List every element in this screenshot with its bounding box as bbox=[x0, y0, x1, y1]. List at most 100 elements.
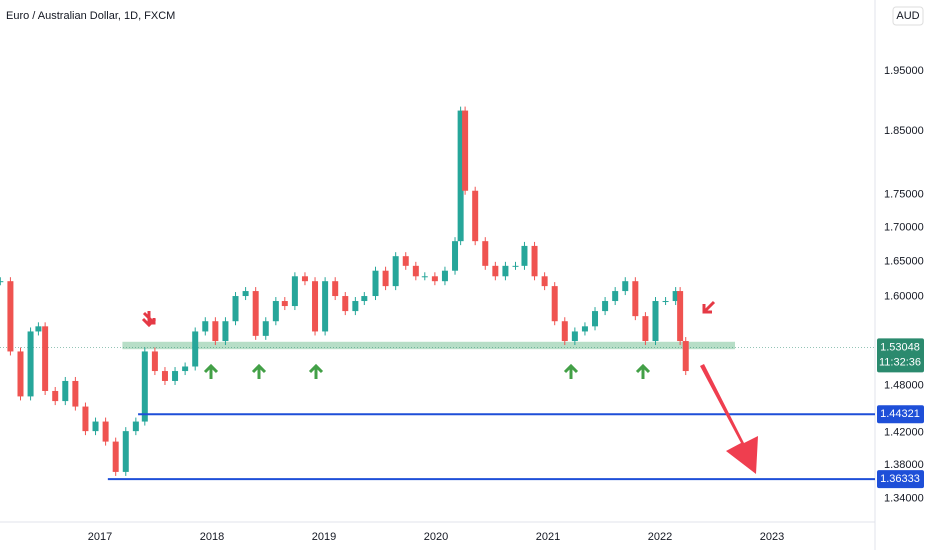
candle bbox=[92, 421, 99, 432]
candle bbox=[612, 291, 619, 302]
candle bbox=[472, 190, 479, 242]
candle bbox=[141, 351, 148, 422]
candle bbox=[662, 301, 669, 303]
candle bbox=[531, 245, 538, 277]
candle bbox=[262, 321, 269, 336]
candle bbox=[192, 331, 199, 367]
currency-box[interactable] bbox=[892, 6, 924, 26]
candle bbox=[512, 265, 519, 267]
candle bbox=[312, 281, 319, 332]
candle bbox=[291, 276, 298, 307]
x-tick-label: 2019 bbox=[312, 531, 336, 543]
candle bbox=[182, 366, 189, 372]
green-arrow bbox=[251, 363, 267, 379]
candle bbox=[161, 371, 168, 381]
x-tick-label: 2017 bbox=[88, 531, 112, 543]
candle bbox=[301, 276, 308, 282]
candle bbox=[421, 276, 428, 278]
candle bbox=[551, 286, 558, 322]
x-tick-label: 2022 bbox=[648, 531, 672, 543]
x-tick-label: 2018 bbox=[200, 531, 224, 543]
candle bbox=[242, 291, 249, 297]
candle bbox=[382, 270, 389, 287]
candle bbox=[172, 371, 179, 381]
candle bbox=[0, 281, 4, 283]
candle bbox=[431, 276, 438, 282]
y-tick-label: 1.95000 bbox=[884, 65, 924, 77]
level-label: 1.44321 bbox=[880, 408, 920, 420]
candle bbox=[222, 321, 229, 342]
red-arrow bbox=[702, 300, 716, 314]
candle bbox=[102, 421, 109, 442]
candle bbox=[677, 291, 684, 342]
y-tick-label: 1.70000 bbox=[884, 222, 924, 234]
candle bbox=[412, 265, 419, 277]
candle bbox=[212, 321, 219, 342]
green-arrow bbox=[635, 363, 651, 379]
candle bbox=[521, 245, 528, 266]
y-tick-label: 1.42000 bbox=[884, 427, 924, 439]
y-tick-label: 1.60000 bbox=[884, 291, 924, 303]
x-tick-label: 2023 bbox=[760, 531, 784, 543]
green-arrow bbox=[563, 363, 579, 379]
candle bbox=[592, 311, 599, 327]
candle bbox=[352, 301, 359, 312]
candle bbox=[361, 296, 368, 302]
y-tick-label: 1.65000 bbox=[884, 256, 924, 268]
green-arrow bbox=[308, 363, 324, 379]
candle bbox=[17, 351, 24, 397]
candle bbox=[682, 341, 689, 372]
candle bbox=[652, 301, 659, 342]
candle bbox=[441, 270, 448, 282]
red-arrow bbox=[141, 311, 157, 328]
candle bbox=[462, 110, 469, 191]
green-arrow bbox=[203, 363, 219, 379]
last-price-label: 1.53048 bbox=[880, 341, 920, 353]
candle bbox=[642, 316, 649, 342]
candle bbox=[571, 331, 578, 342]
y-tick-label: 1.85000 bbox=[884, 125, 924, 137]
candle bbox=[672, 291, 679, 302]
countdown: 11:32:36 bbox=[879, 356, 921, 368]
candle bbox=[502, 265, 509, 277]
chart-title: Euro / Australian Dollar, 1D, FXCM bbox=[6, 10, 175, 22]
candle bbox=[232, 296, 239, 322]
candle bbox=[342, 296, 349, 312]
candle bbox=[72, 380, 79, 407]
candle bbox=[42, 326, 49, 391]
candle bbox=[322, 281, 329, 332]
candle bbox=[457, 110, 464, 242]
candle bbox=[402, 256, 409, 266]
candle bbox=[52, 390, 59, 402]
support-zone bbox=[122, 341, 736, 350]
last-price-box bbox=[877, 338, 924, 373]
candle bbox=[112, 441, 119, 472]
candle bbox=[492, 265, 499, 277]
x-tick-label: 2021 bbox=[536, 531, 560, 543]
y-tick-label: 1.34000 bbox=[884, 493, 924, 505]
candle bbox=[7, 281, 14, 352]
level-label: 1.36333 bbox=[880, 473, 920, 485]
candle bbox=[252, 291, 259, 336]
candle bbox=[122, 431, 129, 472]
candle bbox=[281, 301, 288, 307]
big-red-arrow bbox=[700, 364, 758, 474]
candle bbox=[82, 406, 89, 432]
candle bbox=[272, 301, 279, 322]
candle bbox=[392, 256, 399, 287]
candle bbox=[332, 281, 339, 297]
candle bbox=[581, 326, 588, 332]
y-tick-label: 1.38000 bbox=[884, 459, 924, 471]
candle bbox=[132, 421, 139, 432]
annotations bbox=[141, 300, 758, 474]
candle bbox=[151, 351, 158, 372]
y-tick-label: 1.75000 bbox=[884, 189, 924, 201]
candle bbox=[372, 270, 379, 297]
level-label-box bbox=[877, 405, 924, 424]
candle bbox=[561, 321, 568, 342]
currency-label[interactable]: AUD bbox=[896, 10, 919, 22]
candle bbox=[632, 281, 639, 317]
x-tick-label: 2020 bbox=[424, 531, 448, 543]
y-tick-label: 1.48000 bbox=[884, 379, 924, 391]
